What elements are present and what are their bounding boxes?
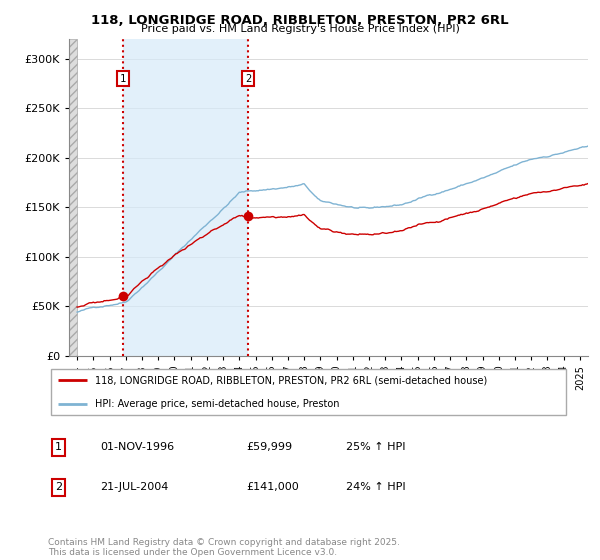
Text: 24% ↑ HPI: 24% ↑ HPI bbox=[346, 482, 405, 492]
Text: 21-JUL-2004: 21-JUL-2004 bbox=[100, 482, 169, 492]
Text: 2: 2 bbox=[245, 74, 251, 84]
Text: 118, LONGRIDGE ROAD, RIBBLETON, PRESTON, PR2 6RL (semi-detached house): 118, LONGRIDGE ROAD, RIBBLETON, PRESTON,… bbox=[95, 375, 487, 385]
Bar bbox=[69, 39, 77, 356]
Text: Contains HM Land Registry data © Crown copyright and database right 2025.
This d: Contains HM Land Registry data © Crown c… bbox=[48, 538, 400, 557]
Text: 2: 2 bbox=[55, 482, 62, 492]
Text: Price paid vs. HM Land Registry's House Price Index (HPI): Price paid vs. HM Land Registry's House … bbox=[140, 24, 460, 34]
Text: 25% ↑ HPI: 25% ↑ HPI bbox=[346, 442, 405, 452]
Bar bbox=[123, 39, 248, 356]
Text: 01-NOV-1996: 01-NOV-1996 bbox=[100, 442, 175, 452]
Text: 1: 1 bbox=[120, 74, 126, 84]
Text: £59,999: £59,999 bbox=[247, 442, 292, 452]
Text: 1: 1 bbox=[55, 442, 62, 452]
Text: HPI: Average price, semi-detached house, Preston: HPI: Average price, semi-detached house,… bbox=[95, 399, 340, 409]
Text: 118, LONGRIDGE ROAD, RIBBLETON, PRESTON, PR2 6RL: 118, LONGRIDGE ROAD, RIBBLETON, PRESTON,… bbox=[91, 14, 509, 27]
Text: £141,000: £141,000 bbox=[247, 482, 299, 492]
FancyBboxPatch shape bbox=[50, 370, 566, 414]
